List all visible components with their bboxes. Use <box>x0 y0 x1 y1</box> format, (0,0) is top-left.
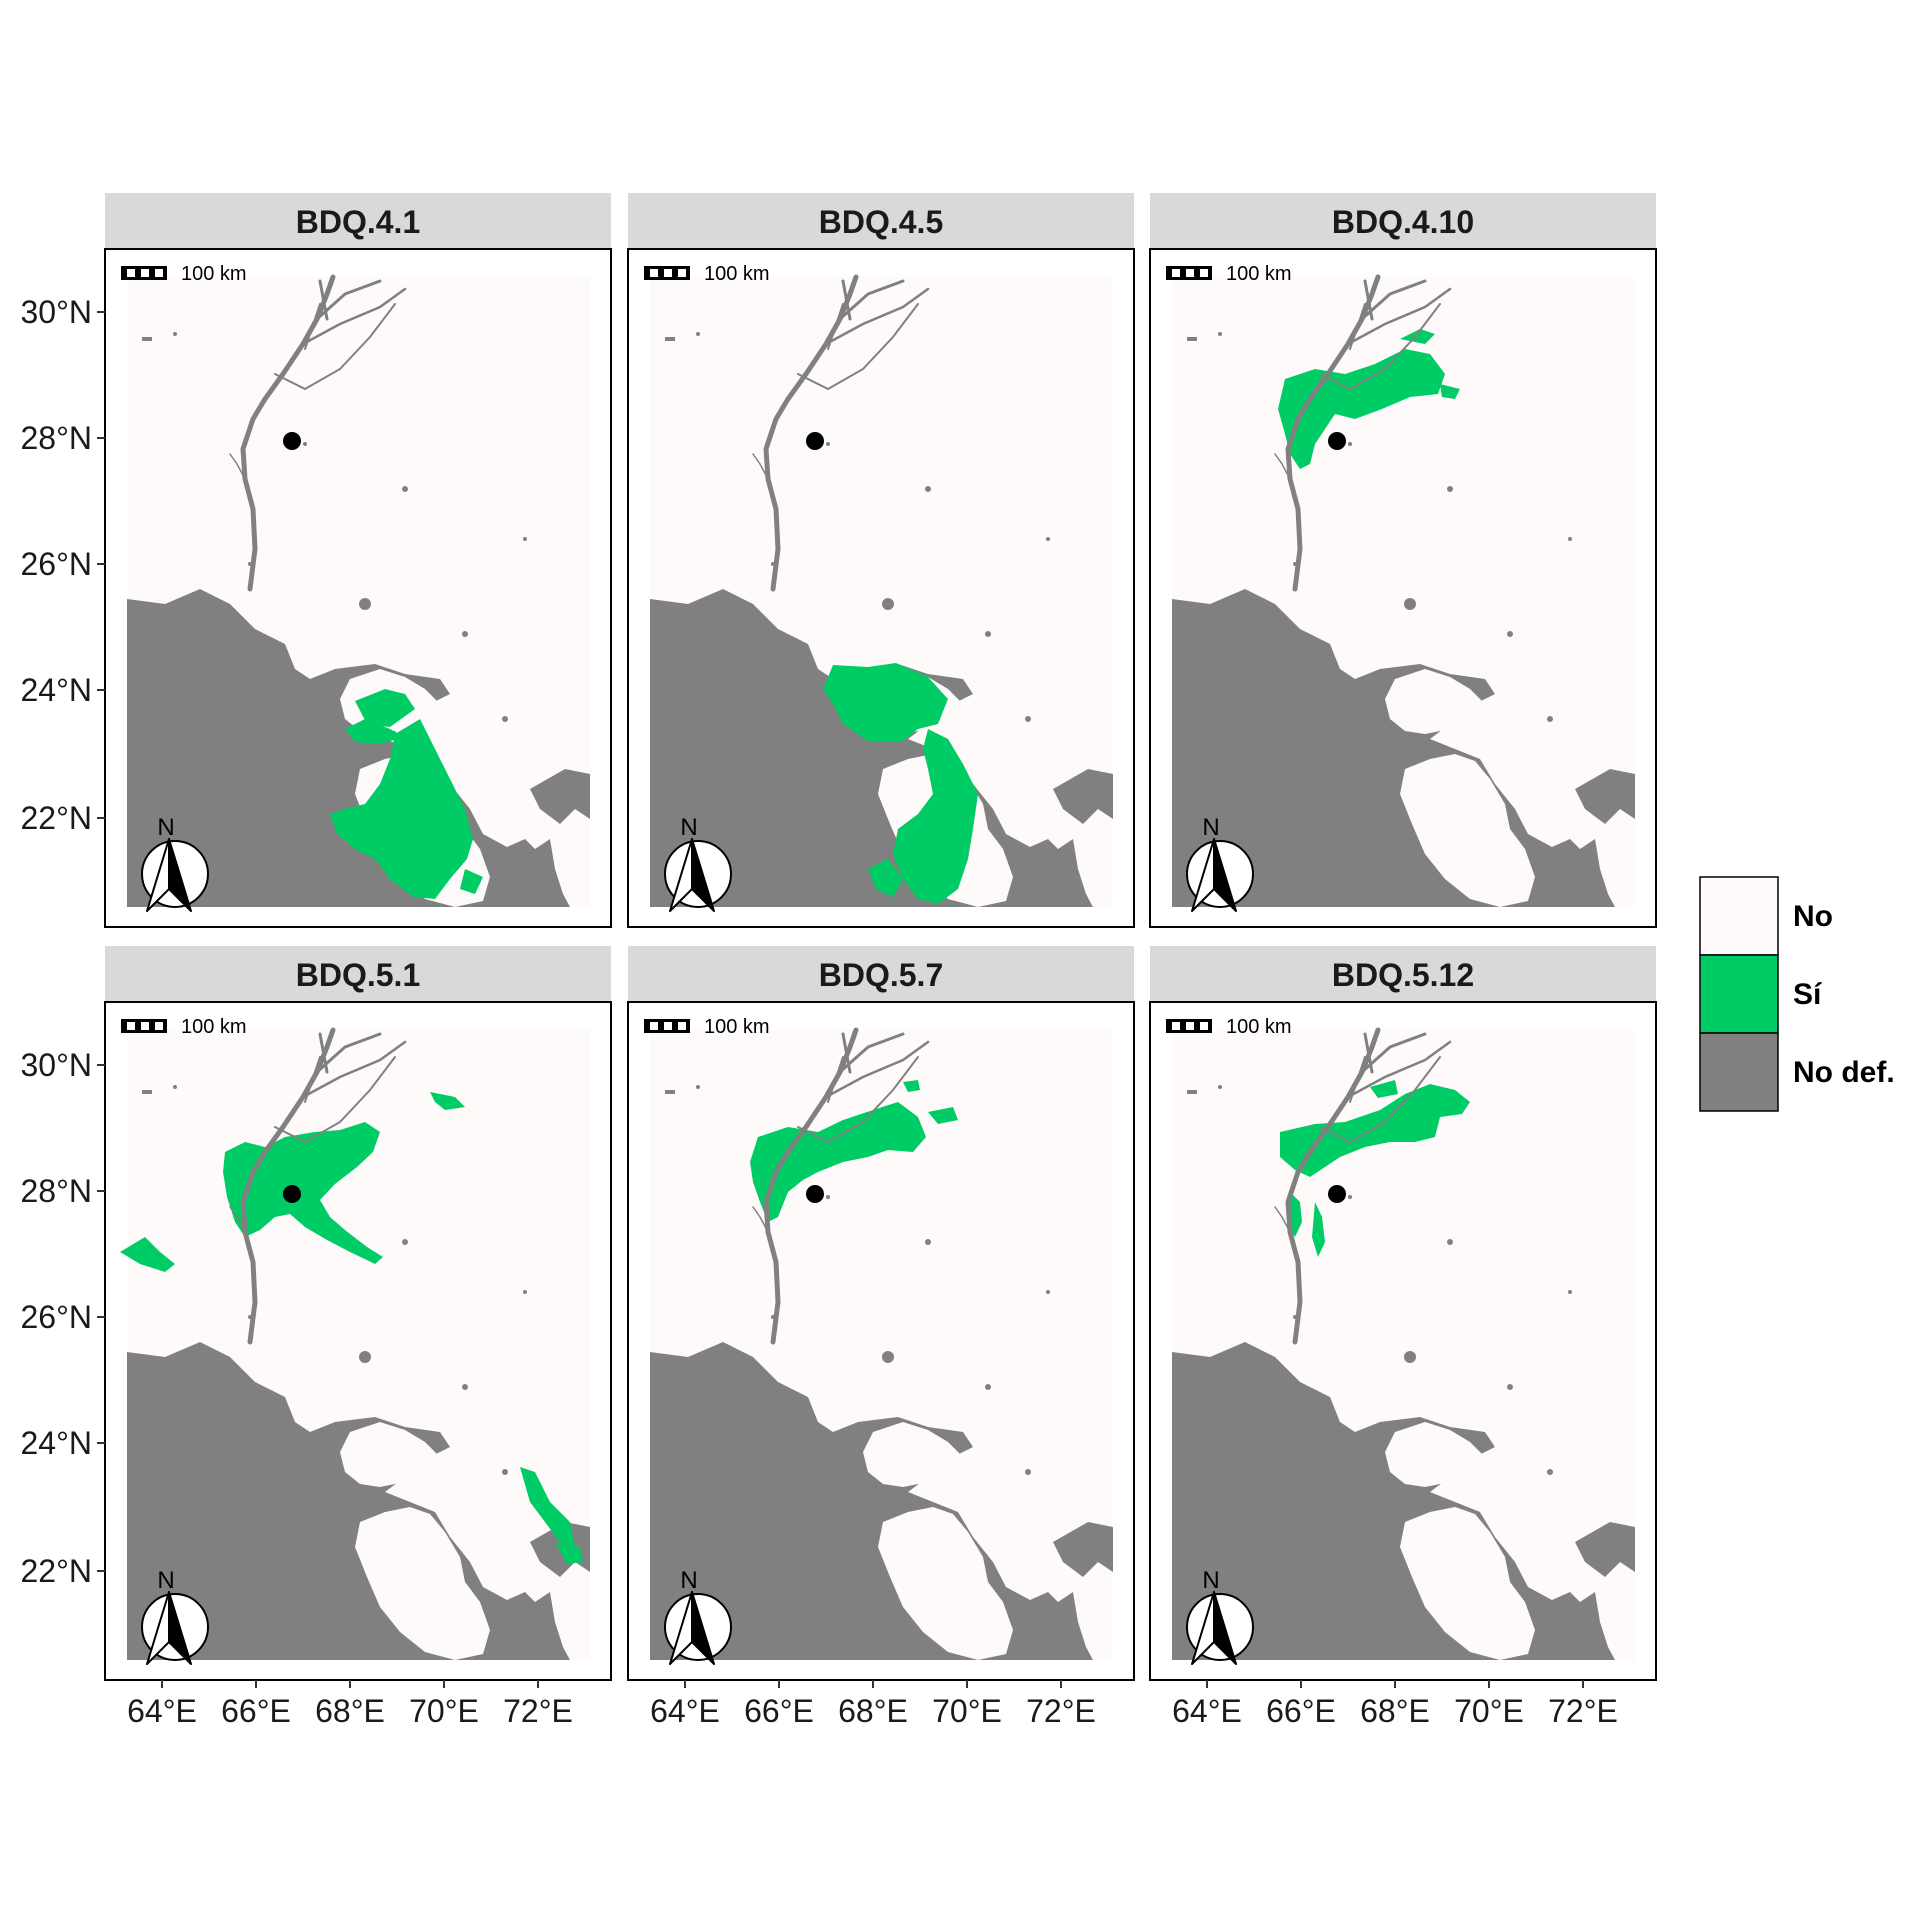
map-area: 100 km N <box>1150 1002 1656 1680</box>
map-area: 100 km N <box>628 1002 1134 1680</box>
legend-label-si: Sí <box>1793 978 1823 1011</box>
map-area: 100 km N <box>1150 249 1656 927</box>
latitude-tick-label: 22°N <box>21 800 93 836</box>
facet-title: BDQ.4.5 <box>819 204 943 240</box>
latitude-tick-label: 24°N <box>21 672 93 708</box>
longitude-tick-label: 66°E <box>221 1693 291 1729</box>
study-site-marker <box>806 1185 824 1203</box>
scale-bar-label: 100 km <box>181 263 247 285</box>
longitude-tick-label: 68°E <box>1360 1693 1430 1729</box>
panel-border <box>1149 1001 1657 1681</box>
longitude-tick-label: 70°E <box>1454 1693 1524 1729</box>
longitude-tick-label: 66°E <box>744 1693 814 1729</box>
latitude-tick-label: 24°N <box>21 1425 93 1461</box>
longitude-tick-label: 72°E <box>1026 1693 1096 1729</box>
latitude-axis: 30°N 28°N 26°N 24°N 22°N 30°N 28°N 26°N 24°N 22°N <box>21 294 105 1589</box>
longitude-tick-label: 70°E <box>932 1693 1002 1729</box>
map-area: 100 km N <box>105 249 611 927</box>
map-area: 100 km N <box>628 249 1134 927</box>
north-label: N <box>680 814 697 841</box>
legend-label-nodef: No def. <box>1793 1056 1895 1089</box>
legend-key-si <box>1699 954 1779 1034</box>
north-label: N <box>1202 1567 1219 1594</box>
panel-border <box>104 248 612 928</box>
scale-bar-label: 100 km <box>704 263 770 285</box>
longitude-tick-label: 68°E <box>315 1693 385 1729</box>
legend-key-nodef <box>1699 1032 1779 1112</box>
latitude-tick-label: 26°N <box>21 1299 93 1335</box>
scale-bar <box>1166 1019 1212 1033</box>
scale-bar-label: 100 km <box>181 1016 247 1038</box>
longitude-tick-label: 72°E <box>1548 1693 1618 1729</box>
facet-panel: BDQ.5.7 100 km N <box>627 946 1135 1681</box>
latitude-tick-label: 28°N <box>21 420 93 456</box>
latitude-tick-label: 30°N <box>21 1047 93 1083</box>
longitude-tick-label: 72°E <box>503 1693 573 1729</box>
study-site-marker <box>806 432 824 450</box>
scale-bar-label: 100 km <box>1226 263 1292 285</box>
facet-strip <box>628 193 1134 249</box>
study-site-marker <box>283 1185 301 1203</box>
facet-panel: BDQ.5.1 100 km N <box>104 946 612 1681</box>
facet-panel: BDQ.4.1 100 km N <box>104 193 612 928</box>
longitude-tick-label: 68°E <box>838 1693 908 1729</box>
scale-bar <box>1166 266 1212 280</box>
north-label: N <box>1202 814 1219 841</box>
facet-panel: BDQ.5.12 100 km N <box>1149 946 1657 1681</box>
longitude-tick-label: 66°E <box>1266 1693 1336 1729</box>
facet-title: BDQ.5.7 <box>819 957 943 993</box>
facet-strip <box>105 946 611 1002</box>
facet-title: BDQ.4.1 <box>296 204 420 240</box>
latitude-tick-label: 30°N <box>21 294 93 330</box>
latitude-tick-label: 22°N <box>21 1553 93 1589</box>
facet-panels: BDQ.4.1 100 km N BDQ.4.5 100 km N BDQ.4.10 100 … <box>104 193 1657 1681</box>
facet-title: BDQ.5.12 <box>1332 957 1474 993</box>
panel-border <box>627 248 1135 928</box>
panel-border <box>627 1001 1135 1681</box>
legend-key-no <box>1699 876 1779 956</box>
north-label: N <box>680 1567 697 1594</box>
north-label: N <box>157 814 174 841</box>
longitude-axis: 64°E 66°E 68°E 70°E 72°E 64°E 66°E 68°E 70°E 72°E… <box>127 1680 1618 1729</box>
scale-bar <box>121 1019 167 1033</box>
scale-bar-label: 100 km <box>704 1016 770 1038</box>
facet-strip <box>628 946 1134 1002</box>
facet-title: BDQ.5.1 <box>296 957 420 993</box>
map-area: 100 km N <box>105 1002 611 1680</box>
study-site-marker <box>1328 432 1346 450</box>
panel-border <box>1149 248 1657 928</box>
facet-title: BDQ.4.10 <box>1332 204 1474 240</box>
panel-border <box>104 1001 612 1681</box>
scale-bar <box>644 1019 690 1033</box>
longitude-tick-label: 64°E <box>650 1693 720 1729</box>
facet-strip <box>105 193 611 249</box>
longitude-tick-label: 64°E <box>1172 1693 1242 1729</box>
legend: No Sí No def. <box>1699 876 1895 1112</box>
longitude-tick-label: 64°E <box>127 1693 197 1729</box>
facet-panel: BDQ.4.5 100 km N <box>627 193 1135 928</box>
latitude-tick-label: 28°N <box>21 1173 93 1209</box>
legend-label-no: No <box>1793 900 1833 933</box>
study-site-marker <box>1328 1185 1346 1203</box>
facet-strip <box>1150 193 1656 249</box>
scale-bar-label: 100 km <box>1226 1016 1292 1038</box>
scale-bar <box>121 266 167 280</box>
north-label: N <box>157 1567 174 1594</box>
facet-panel: BDQ.4.10 100 km N <box>1149 193 1657 928</box>
longitude-tick-label: 70°E <box>409 1693 479 1729</box>
study-site-marker <box>283 432 301 450</box>
latitude-tick-label: 26°N <box>21 546 93 582</box>
basemap <box>650 277 1113 907</box>
scale-bar <box>644 266 690 280</box>
facet-strip <box>1150 946 1656 1002</box>
